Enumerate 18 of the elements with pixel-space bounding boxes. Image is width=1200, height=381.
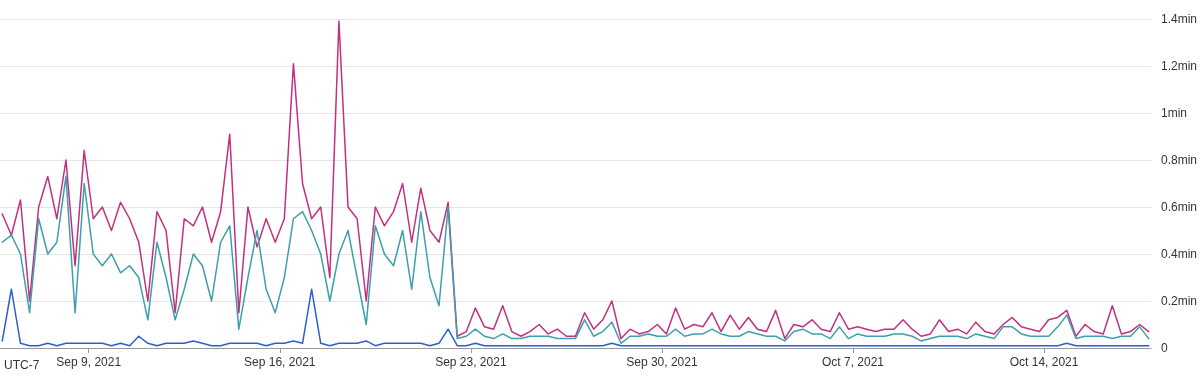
x-tick-label: Sep 30, 2021 xyxy=(626,355,698,369)
x-tick-label: Oct 14, 2021 xyxy=(1009,355,1079,369)
y-tick-label: 0.6min xyxy=(1160,200,1198,214)
line-series xyxy=(1,20,1150,340)
x-tick-label: Sep 16, 2021 xyxy=(244,355,316,369)
y-tick-label: 1min xyxy=(1160,106,1187,120)
y-tick-label: 1.4min xyxy=(1160,12,1198,26)
x-tick-label: Sep 9, 2021 xyxy=(56,355,122,369)
line-series xyxy=(1,175,1150,345)
x-tick-label: Sep 23, 2021 xyxy=(435,355,507,369)
line-series xyxy=(1,288,1150,347)
y-tick-label: 1.2min xyxy=(1160,59,1198,73)
y-tick-label: 0.4min xyxy=(1160,247,1198,261)
y-tick-label: 0.8min xyxy=(1160,153,1198,167)
text: UTC-7 xyxy=(4,358,40,372)
x-tick-label: Oct 7, 2021 xyxy=(821,355,885,369)
y-tick-label: 0 xyxy=(1160,341,1168,355)
y-tick-label: 0.2min xyxy=(1160,294,1198,308)
